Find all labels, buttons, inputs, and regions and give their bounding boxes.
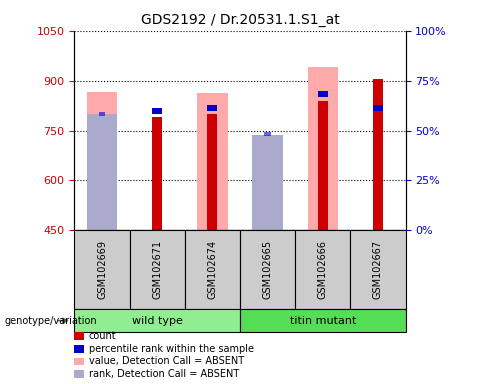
Text: percentile rank within the sample: percentile rank within the sample [89, 344, 254, 354]
Bar [74, 309, 240, 332]
Text: wild type: wild type [132, 316, 182, 326]
Bar [130, 230, 185, 309]
Bar [240, 230, 295, 309]
Bar [185, 230, 240, 309]
Bar [99, 112, 105, 116]
Bar [207, 114, 217, 230]
Bar [373, 104, 383, 111]
Bar [240, 309, 406, 332]
Text: titin mutant: titin mutant [289, 316, 356, 326]
Bar [295, 230, 350, 309]
Bar [252, 188, 283, 230]
Bar [373, 79, 383, 230]
Text: GSM102667: GSM102667 [373, 240, 383, 299]
Text: GSM102665: GSM102665 [263, 240, 273, 299]
Bar [87, 92, 117, 230]
Text: rank, Detection Call = ABSENT: rank, Detection Call = ABSENT [89, 369, 239, 379]
Bar [264, 132, 271, 136]
Bar [308, 67, 338, 230]
Text: value, Detection Call = ABSENT: value, Detection Call = ABSENT [89, 356, 244, 366]
Text: GSM102666: GSM102666 [318, 240, 328, 299]
Text: genotype/variation: genotype/variation [5, 316, 97, 326]
Bar [197, 93, 228, 230]
Bar [207, 104, 217, 111]
Bar [152, 117, 162, 230]
Text: GSM102674: GSM102674 [207, 240, 217, 299]
Text: count: count [89, 331, 117, 341]
Bar [87, 114, 117, 230]
Bar [318, 91, 328, 97]
Bar [350, 230, 406, 309]
Text: GSM102669: GSM102669 [97, 240, 107, 299]
Bar [252, 134, 283, 230]
Bar [318, 101, 328, 230]
Title: GDS2192 / Dr.20531.1.S1_at: GDS2192 / Dr.20531.1.S1_at [141, 13, 339, 27]
Bar [152, 108, 162, 114]
Text: GSM102671: GSM102671 [152, 240, 162, 299]
Bar [74, 230, 130, 309]
